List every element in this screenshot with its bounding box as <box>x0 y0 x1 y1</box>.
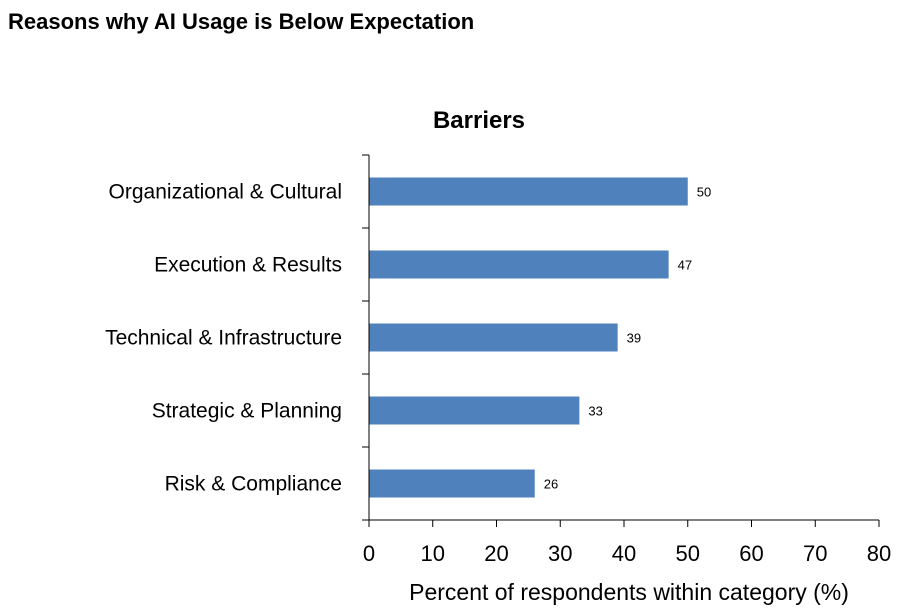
page-title: Reasons why AI Usage is Below Expectatio… <box>8 9 475 34</box>
chart-title: Barriers <box>433 107 525 134</box>
data-label: 50 <box>697 185 711 200</box>
bar <box>369 323 618 352</box>
x-tick-label: 40 <box>612 541 636 566</box>
data-label: 47 <box>678 258 692 273</box>
category-label: Execution & Results <box>154 254 342 277</box>
data-label: 33 <box>588 404 602 419</box>
bar <box>369 177 688 206</box>
x-tick-label: 60 <box>739 541 763 566</box>
x-tick-label: 50 <box>676 541 700 566</box>
category-label: Technical & Infrastructure <box>105 327 342 350</box>
bar <box>369 250 669 279</box>
bar <box>369 396 580 425</box>
x-tick-label: 0 <box>363 541 375 566</box>
category-label: Risk & Compliance <box>165 473 342 496</box>
category-label: Organizational & Cultural <box>109 181 342 204</box>
x-tick-label: 70 <box>803 541 827 566</box>
data-label: 39 <box>627 331 641 346</box>
bar <box>369 469 535 498</box>
data-label: 26 <box>544 477 558 492</box>
x-tick-label: 30 <box>548 541 572 566</box>
x-tick-label: 80 <box>867 541 891 566</box>
x-tick-label: 10 <box>421 541 445 566</box>
category-label: Strategic & Planning <box>152 400 342 423</box>
x-tick-label: 20 <box>484 541 508 566</box>
x-axis-label: Percent of respondents within category (… <box>409 579 849 605</box>
